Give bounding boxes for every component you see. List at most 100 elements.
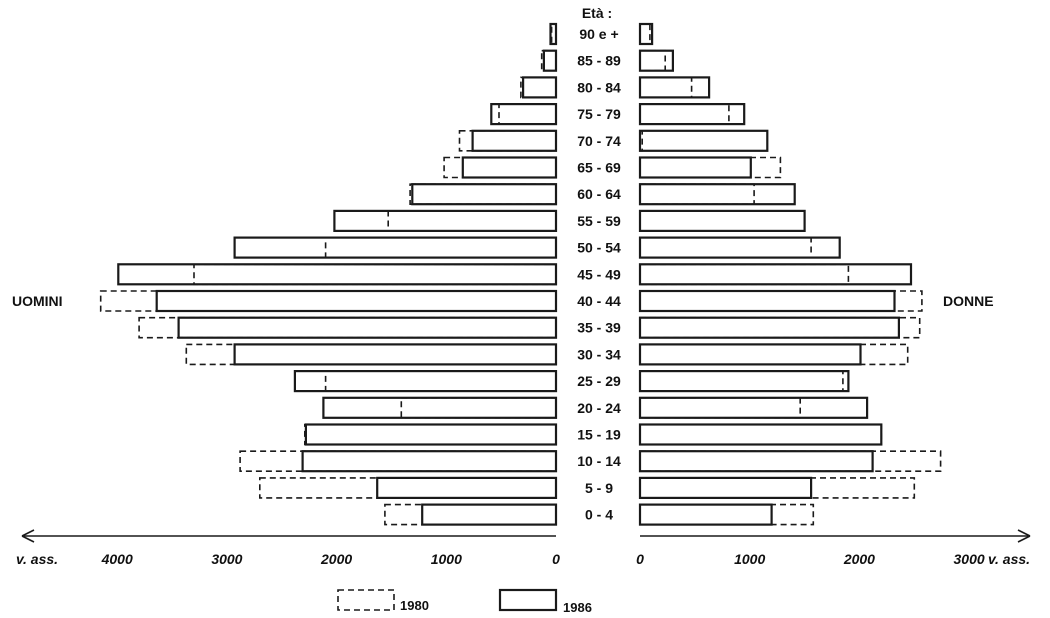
age-label: 10 - 14 bbox=[577, 453, 621, 469]
bar-women-1986 bbox=[638, 316, 900, 339]
bar-men-1980 bbox=[443, 156, 557, 179]
bar-men-1986 bbox=[549, 22, 558, 46]
age-label: 30 - 34 bbox=[577, 346, 621, 362]
bar-men-1986 bbox=[177, 316, 558, 339]
left-side-label: UOMINI bbox=[12, 293, 63, 309]
bar-women-1986 bbox=[638, 423, 883, 446]
age-label: 35 - 39 bbox=[577, 320, 621, 336]
right-tick-label: 0 bbox=[636, 551, 644, 567]
bar-men-1980 bbox=[409, 183, 557, 205]
bar-women-1980 bbox=[639, 477, 916, 499]
bar-women-1980 bbox=[639, 316, 921, 339]
bar-men-1986 bbox=[304, 423, 558, 446]
bar-men-1986 bbox=[322, 396, 558, 419]
right-side-label: DONNE bbox=[943, 293, 994, 309]
bar-men-1980 bbox=[185, 343, 557, 366]
bar-women-1986 bbox=[638, 289, 896, 313]
bar-men-1980 bbox=[384, 503, 557, 526]
bar-women-1980 bbox=[639, 210, 806, 232]
left-tick-label: 2000 bbox=[320, 551, 352, 567]
bar-women-1986 bbox=[638, 343, 862, 366]
left-tick-label: 4000 bbox=[101, 551, 133, 567]
bar-women-1980 bbox=[639, 423, 883, 446]
bar-men-1986 bbox=[293, 370, 558, 393]
bar-men-1986 bbox=[411, 183, 558, 206]
bar-women-1986 bbox=[638, 263, 913, 286]
bar-women-1986 bbox=[638, 22, 654, 46]
bar-men-1986 bbox=[301, 450, 558, 473]
age-label: 80 - 84 bbox=[577, 79, 621, 95]
bar-women-1986 bbox=[638, 370, 850, 393]
bar-men-1980 bbox=[400, 396, 557, 419]
bar-women-1986 bbox=[638, 209, 806, 232]
bar-men-1980 bbox=[193, 263, 557, 286]
age-label: 50 - 54 bbox=[577, 240, 621, 256]
bar-men-1980 bbox=[239, 450, 557, 473]
bar-women-1986 bbox=[638, 450, 874, 473]
bar-women-1986 bbox=[638, 156, 752, 179]
bar-women-1986 bbox=[638, 476, 813, 499]
bar-men-1986 bbox=[117, 263, 558, 286]
legend-label-1980: 1980 bbox=[400, 598, 429, 613]
bar-women-1986 bbox=[638, 102, 746, 126]
bar-men-1980 bbox=[324, 236, 557, 259]
bar-women-1986 bbox=[638, 396, 869, 419]
ticks-layer: 4000 3000 2000 1000 0 0 1000 2000 3000 bbox=[101, 551, 985, 567]
age-label: 25 - 29 bbox=[577, 373, 621, 389]
bar-men-1986 bbox=[233, 236, 558, 259]
left-axis-unit: v. ass. bbox=[16, 551, 58, 567]
bar-women-1980 bbox=[639, 236, 812, 259]
bars-layer bbox=[99, 22, 942, 526]
age-label: 5 - 9 bbox=[585, 480, 613, 496]
right-tick-label: 1000 bbox=[734, 551, 765, 567]
age-label: 40 - 44 bbox=[577, 293, 621, 309]
bar-men-1980 bbox=[520, 76, 557, 99]
legend-label-1986: 1986 bbox=[563, 600, 592, 615]
bar-men-1980 bbox=[258, 477, 557, 499]
bar-men-1980 bbox=[303, 423, 557, 446]
age-label: 45 - 49 bbox=[577, 266, 621, 282]
bar-men-1986 bbox=[461, 156, 558, 179]
bar-men-1986 bbox=[155, 289, 558, 313]
bar-men-1980 bbox=[99, 290, 557, 312]
bar-men-1986 bbox=[521, 76, 558, 99]
left-tick-label: 3000 bbox=[211, 551, 242, 567]
age-label: 0 - 4 bbox=[585, 507, 613, 523]
age-label: 70 - 74 bbox=[577, 133, 621, 149]
bar-women-1980 bbox=[639, 49, 667, 72]
bar-women-1986 bbox=[638, 129, 769, 152]
bar-women-1980 bbox=[639, 183, 755, 205]
age-label: 60 - 64 bbox=[577, 186, 621, 202]
left-tick-label: 1000 bbox=[431, 551, 462, 567]
bar-men-1980 bbox=[458, 130, 557, 152]
bar-women-1980 bbox=[639, 370, 844, 392]
bar-women-1980 bbox=[639, 76, 693, 99]
age-label: 85 - 89 bbox=[577, 53, 621, 69]
legend-swatch-1986 bbox=[498, 588, 558, 612]
right-axis-unit: v. ass. bbox=[988, 551, 1030, 567]
bar-men-1980 bbox=[138, 316, 557, 339]
right-tick-label: 2000 bbox=[843, 551, 875, 567]
bar-women-1980 bbox=[639, 156, 782, 179]
bar-men-1986 bbox=[233, 343, 558, 366]
bar-men-1986 bbox=[376, 476, 558, 499]
age-label: 20 - 24 bbox=[577, 400, 621, 416]
bar-women-1986 bbox=[638, 503, 773, 526]
left-axis-arrow-icon bbox=[21, 529, 35, 543]
age-label: 65 - 69 bbox=[577, 160, 621, 176]
age-label: 90 e + bbox=[579, 26, 618, 42]
bar-men-1986 bbox=[471, 129, 558, 152]
bar-men-1986 bbox=[490, 102, 558, 126]
right-axis-arrow-icon bbox=[1017, 529, 1031, 543]
bar-women-1980 bbox=[639, 450, 942, 473]
bar-women-1980 bbox=[639, 503, 815, 526]
bar-women-1986 bbox=[638, 183, 796, 206]
left-tick-label: 0 bbox=[552, 551, 560, 567]
labels-layer: 90 e + 85 - 89 80 - 84 75 - 79 70 - 74 65 - 6… bbox=[577, 26, 621, 523]
bar-women-1980 bbox=[639, 103, 730, 125]
legend-swatch-1980 bbox=[337, 589, 395, 611]
age-header: Età : bbox=[582, 5, 612, 21]
bar-women-1980 bbox=[639, 23, 651, 45]
bar-women-1980 bbox=[639, 343, 909, 366]
